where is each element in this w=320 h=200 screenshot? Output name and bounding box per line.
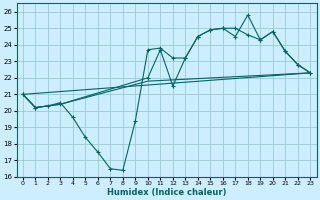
X-axis label: Humidex (Indice chaleur): Humidex (Indice chaleur) bbox=[107, 188, 226, 197]
